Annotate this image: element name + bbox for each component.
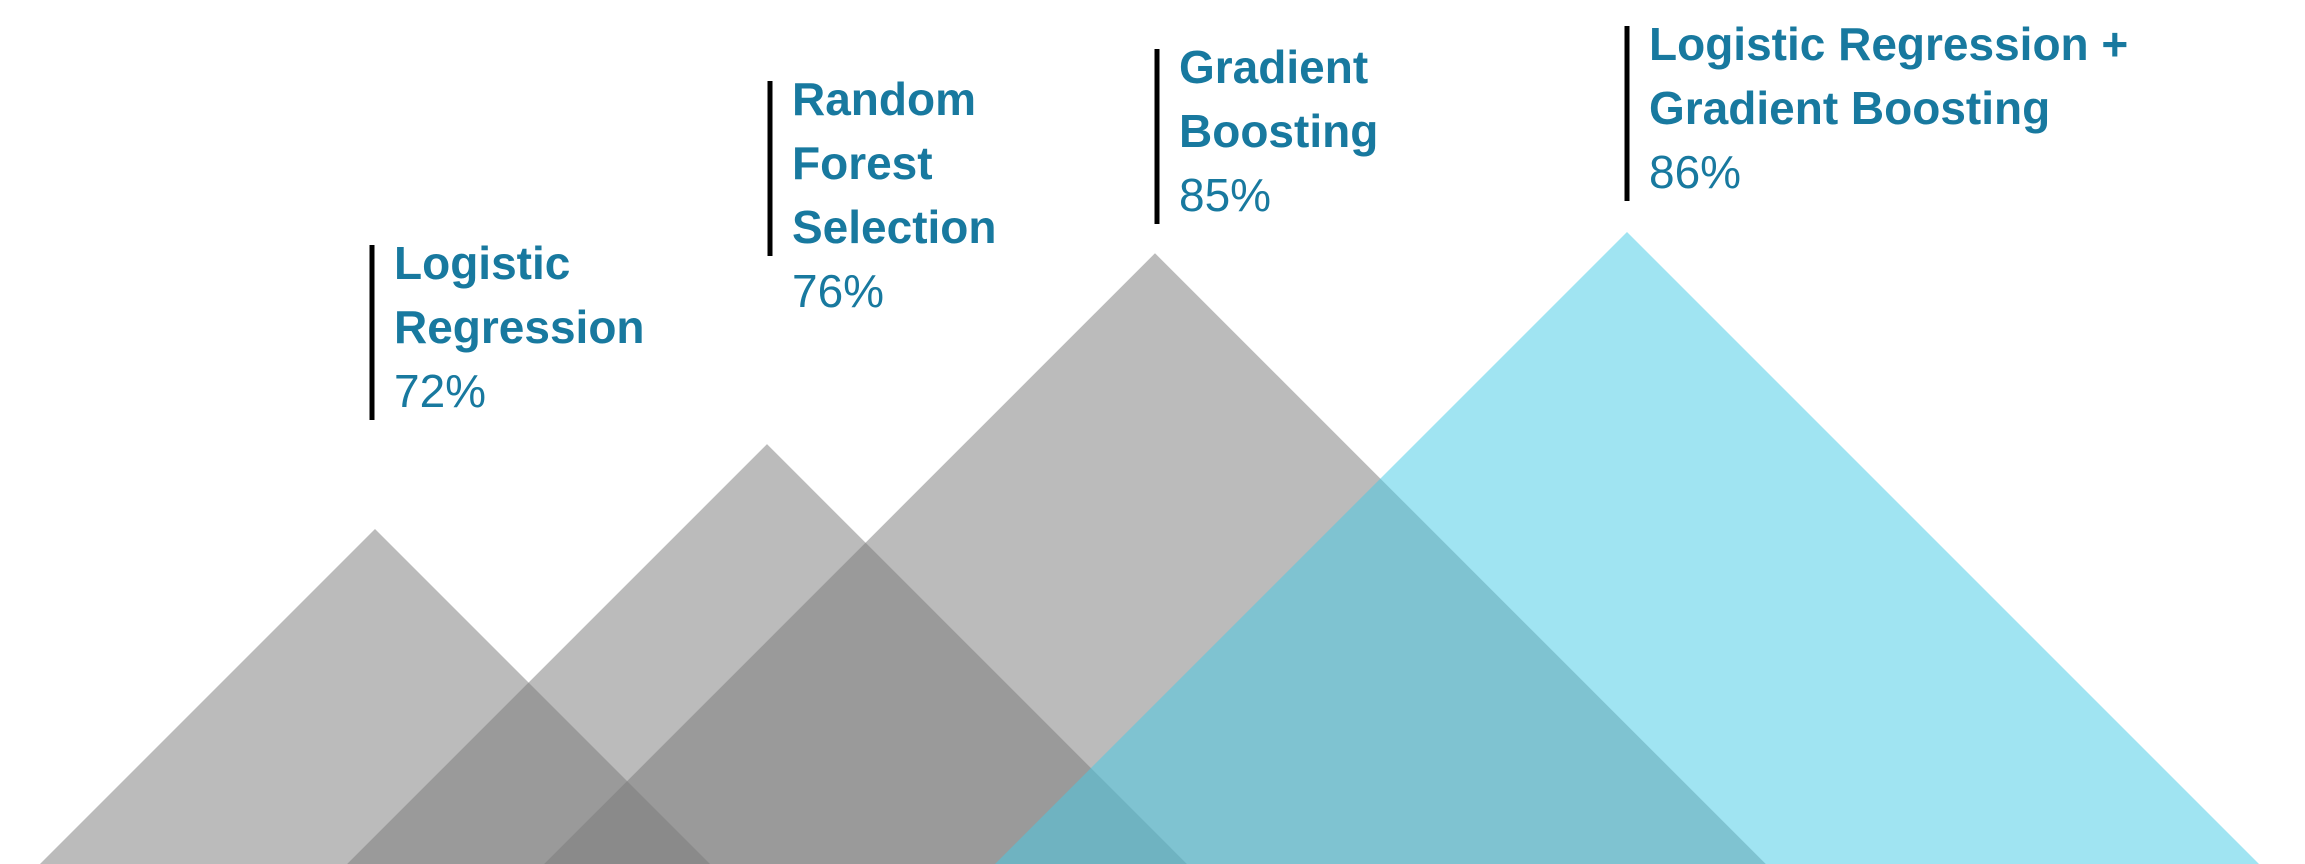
label-name: Random	[792, 73, 976, 125]
label-name: Logistic Regression +	[1649, 18, 2128, 70]
label-value: 72%	[394, 365, 486, 417]
label-value: 76%	[792, 265, 884, 317]
label-name: Gradient Boosting	[1649, 82, 2050, 134]
label-value: 86%	[1649, 146, 1741, 198]
label-value: 85%	[1179, 169, 1271, 221]
label-name: Logistic	[394, 237, 570, 289]
label-name: Boosting	[1179, 105, 1378, 157]
triangle	[995, 232, 2259, 864]
label-name: Selection	[792, 201, 997, 253]
label-name: Forest	[792, 137, 933, 189]
label-name: Regression	[394, 301, 645, 353]
label-name: Gradient	[1179, 41, 1368, 93]
